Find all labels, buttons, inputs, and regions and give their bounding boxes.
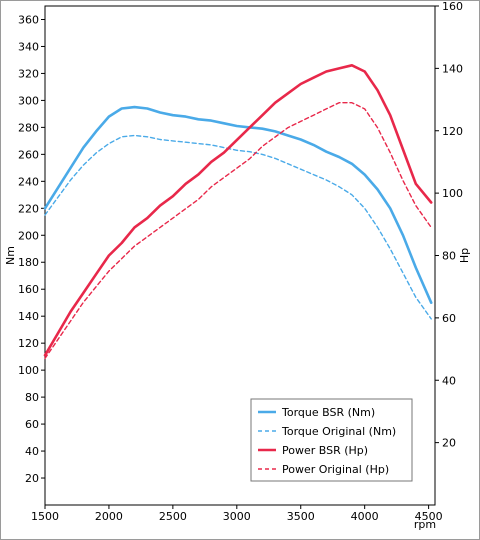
- x-tick-label: 3500: [287, 510, 315, 523]
- y-right-tick-label: 20: [442, 437, 456, 450]
- x-tick-label: 1500: [31, 510, 59, 523]
- legend-label: Torque Original (Nm): [281, 425, 396, 438]
- y-left-tick-label: 100: [18, 364, 39, 377]
- x-axis: 1500 2000 2500 3000 3500 4000 4500: [31, 505, 443, 523]
- y-left-tick-label: 80: [25, 391, 39, 404]
- y-left-tick-label: 360: [18, 13, 39, 26]
- y-left-tick-label: 180: [18, 256, 39, 269]
- y-axis-right: 20 40 60 80 100 120 140 160: [435, 0, 463, 450]
- y-left-tick-label: 40: [25, 445, 39, 458]
- x-axis-title: rpm: [414, 518, 436, 531]
- series-line-power-bsr-hp: [43, 64, 433, 357]
- y-axis-left-title: Nm: [4, 246, 17, 265]
- x-tick-label: 4000: [351, 510, 379, 523]
- y-right-tick-label: 40: [442, 374, 456, 387]
- y-axis-right-title: Hp: [458, 248, 471, 263]
- y-right-tick-label: 60: [442, 312, 456, 325]
- y-left-tick-label: 120: [18, 337, 39, 350]
- legend-label: Power Original (Hp): [282, 463, 389, 476]
- x-tick-label: 2500: [159, 510, 187, 523]
- y-axis-left: 20 40 60 80 100 120 140 160 180 200 220 240 260 280 30…: [18, 13, 45, 485]
- series-line-power-original-hp: [44, 101, 432, 360]
- y-left-tick-label: 160: [18, 283, 39, 296]
- x-tick-label: 2000: [95, 510, 123, 523]
- y-left-tick-label: 140: [18, 310, 39, 323]
- y-left-tick-label: 280: [18, 121, 39, 134]
- y-left-tick-label: 340: [18, 40, 39, 53]
- y-right-tick-label: 160: [442, 0, 463, 13]
- legend-box: [250, 398, 413, 482]
- y-left-tick-label: 260: [18, 148, 39, 161]
- legend-label: Torque BSR (Nm): [281, 406, 375, 419]
- y-left-tick-label: 200: [18, 229, 39, 242]
- series-line-torque-original-nm: [44, 134, 432, 320]
- series-layer: [43, 64, 433, 360]
- y-right-tick-label: 100: [442, 187, 463, 200]
- x-tick-label: 4500: [415, 510, 443, 523]
- y-right-tick-label: 120: [442, 125, 463, 138]
- y-left-tick-label: 320: [18, 67, 39, 80]
- x-tick-label: 3000: [223, 510, 251, 523]
- legend: Torque BSR (Nm) Torque Original (Nm) Power…: [250, 398, 413, 482]
- y-left-tick-label: 300: [18, 94, 39, 107]
- series-line-torque-bsr-nm: [43, 105, 433, 305]
- y-right-tick-label: 140: [442, 62, 463, 75]
- y-left-tick-label: 20: [25, 472, 39, 485]
- y-right-tick-label: 80: [442, 250, 456, 263]
- y-left-tick-label: 220: [18, 202, 39, 215]
- legend-label: Power BSR (Hp): [282, 444, 368, 457]
- y-left-tick-label: 240: [18, 175, 39, 188]
- y-left-tick-label: 60: [25, 418, 39, 431]
